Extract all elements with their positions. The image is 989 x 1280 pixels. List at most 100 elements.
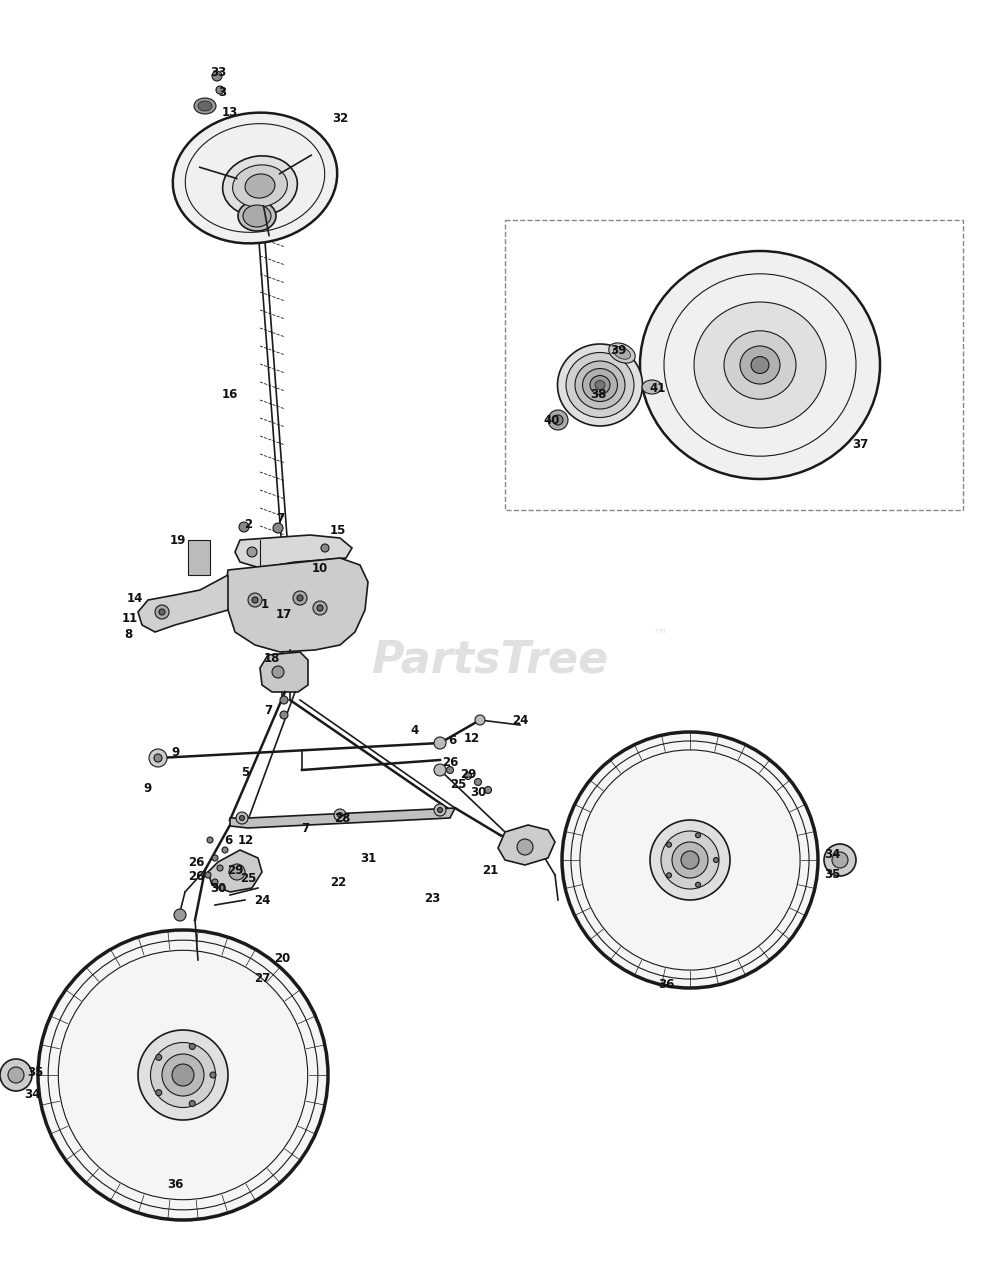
Circle shape <box>0 1059 32 1091</box>
Text: PartsTree: PartsTree <box>372 639 608 681</box>
Text: 36: 36 <box>658 978 674 992</box>
Circle shape <box>207 837 213 844</box>
Circle shape <box>219 884 225 891</box>
Text: 19: 19 <box>170 534 186 547</box>
Polygon shape <box>230 808 455 828</box>
Circle shape <box>297 595 303 602</box>
Circle shape <box>159 609 165 614</box>
Text: 26: 26 <box>442 755 458 768</box>
Text: 29: 29 <box>226 864 243 877</box>
Text: 9: 9 <box>143 782 152 795</box>
Ellipse shape <box>238 201 276 230</box>
Circle shape <box>317 605 323 611</box>
Circle shape <box>517 838 533 855</box>
Circle shape <box>313 602 327 614</box>
Text: 6: 6 <box>224 833 232 846</box>
Circle shape <box>252 596 258 603</box>
Text: 35: 35 <box>27 1065 44 1079</box>
Text: 34: 34 <box>24 1088 41 1102</box>
Ellipse shape <box>173 113 337 243</box>
Circle shape <box>437 808 442 813</box>
Ellipse shape <box>562 732 818 988</box>
Circle shape <box>695 833 700 838</box>
Text: 37: 37 <box>852 439 868 452</box>
Text: 26: 26 <box>188 855 204 869</box>
Ellipse shape <box>558 344 643 426</box>
Ellipse shape <box>751 357 769 374</box>
Text: 28: 28 <box>334 812 350 824</box>
Circle shape <box>832 852 848 868</box>
Ellipse shape <box>740 346 780 384</box>
Circle shape <box>465 773 472 780</box>
Ellipse shape <box>681 851 699 869</box>
Bar <box>505 220 963 509</box>
Circle shape <box>321 544 329 552</box>
Ellipse shape <box>194 99 216 114</box>
Ellipse shape <box>609 343 635 364</box>
Circle shape <box>154 754 162 762</box>
Circle shape <box>217 865 223 870</box>
Circle shape <box>667 842 672 847</box>
Polygon shape <box>498 826 555 865</box>
Text: 24: 24 <box>254 893 270 906</box>
Text: 12: 12 <box>464 731 480 745</box>
Polygon shape <box>260 652 308 692</box>
Text: 15: 15 <box>329 524 346 536</box>
Ellipse shape <box>583 369 617 402</box>
Circle shape <box>434 737 446 749</box>
Ellipse shape <box>575 361 625 410</box>
Circle shape <box>713 858 718 863</box>
Text: 2: 2 <box>244 517 252 530</box>
Text: 35: 35 <box>824 869 841 882</box>
Text: 1: 1 <box>261 599 269 612</box>
Circle shape <box>239 522 249 532</box>
Ellipse shape <box>661 831 719 890</box>
Circle shape <box>485 786 492 794</box>
Ellipse shape <box>650 820 730 900</box>
Ellipse shape <box>672 842 708 878</box>
Text: 17: 17 <box>276 608 292 622</box>
Text: 3: 3 <box>218 86 226 99</box>
Ellipse shape <box>172 1064 194 1085</box>
Circle shape <box>695 882 700 887</box>
Polygon shape <box>208 850 262 892</box>
Circle shape <box>272 666 284 678</box>
Text: 7: 7 <box>264 704 272 717</box>
Ellipse shape <box>566 352 634 417</box>
Ellipse shape <box>595 380 605 389</box>
Circle shape <box>273 524 283 532</box>
Ellipse shape <box>640 251 880 479</box>
Circle shape <box>667 873 672 878</box>
Ellipse shape <box>38 931 328 1220</box>
Text: 40: 40 <box>544 413 560 426</box>
Text: 22: 22 <box>330 876 346 888</box>
Circle shape <box>239 815 244 820</box>
Text: 25: 25 <box>450 778 466 791</box>
Text: 23: 23 <box>424 891 440 905</box>
Text: 39: 39 <box>610 343 626 357</box>
Text: 13: 13 <box>222 105 238 119</box>
Circle shape <box>337 813 342 818</box>
Circle shape <box>212 855 218 861</box>
Circle shape <box>280 696 288 704</box>
Circle shape <box>222 847 228 852</box>
Text: 36: 36 <box>167 1179 183 1192</box>
Circle shape <box>155 1089 162 1096</box>
Circle shape <box>174 909 186 922</box>
Polygon shape <box>235 535 352 568</box>
Ellipse shape <box>232 165 288 207</box>
Text: 9: 9 <box>171 746 179 759</box>
Ellipse shape <box>694 302 826 428</box>
Text: 20: 20 <box>274 951 290 965</box>
Circle shape <box>155 1055 162 1060</box>
Circle shape <box>212 70 222 81</box>
Circle shape <box>553 415 563 425</box>
Text: 30: 30 <box>210 882 226 895</box>
Circle shape <box>8 1068 24 1083</box>
Text: 26: 26 <box>188 869 204 882</box>
Circle shape <box>229 864 245 881</box>
Text: 8: 8 <box>124 628 133 641</box>
Text: 33: 33 <box>210 65 226 78</box>
Circle shape <box>475 778 482 786</box>
Ellipse shape <box>642 380 662 394</box>
